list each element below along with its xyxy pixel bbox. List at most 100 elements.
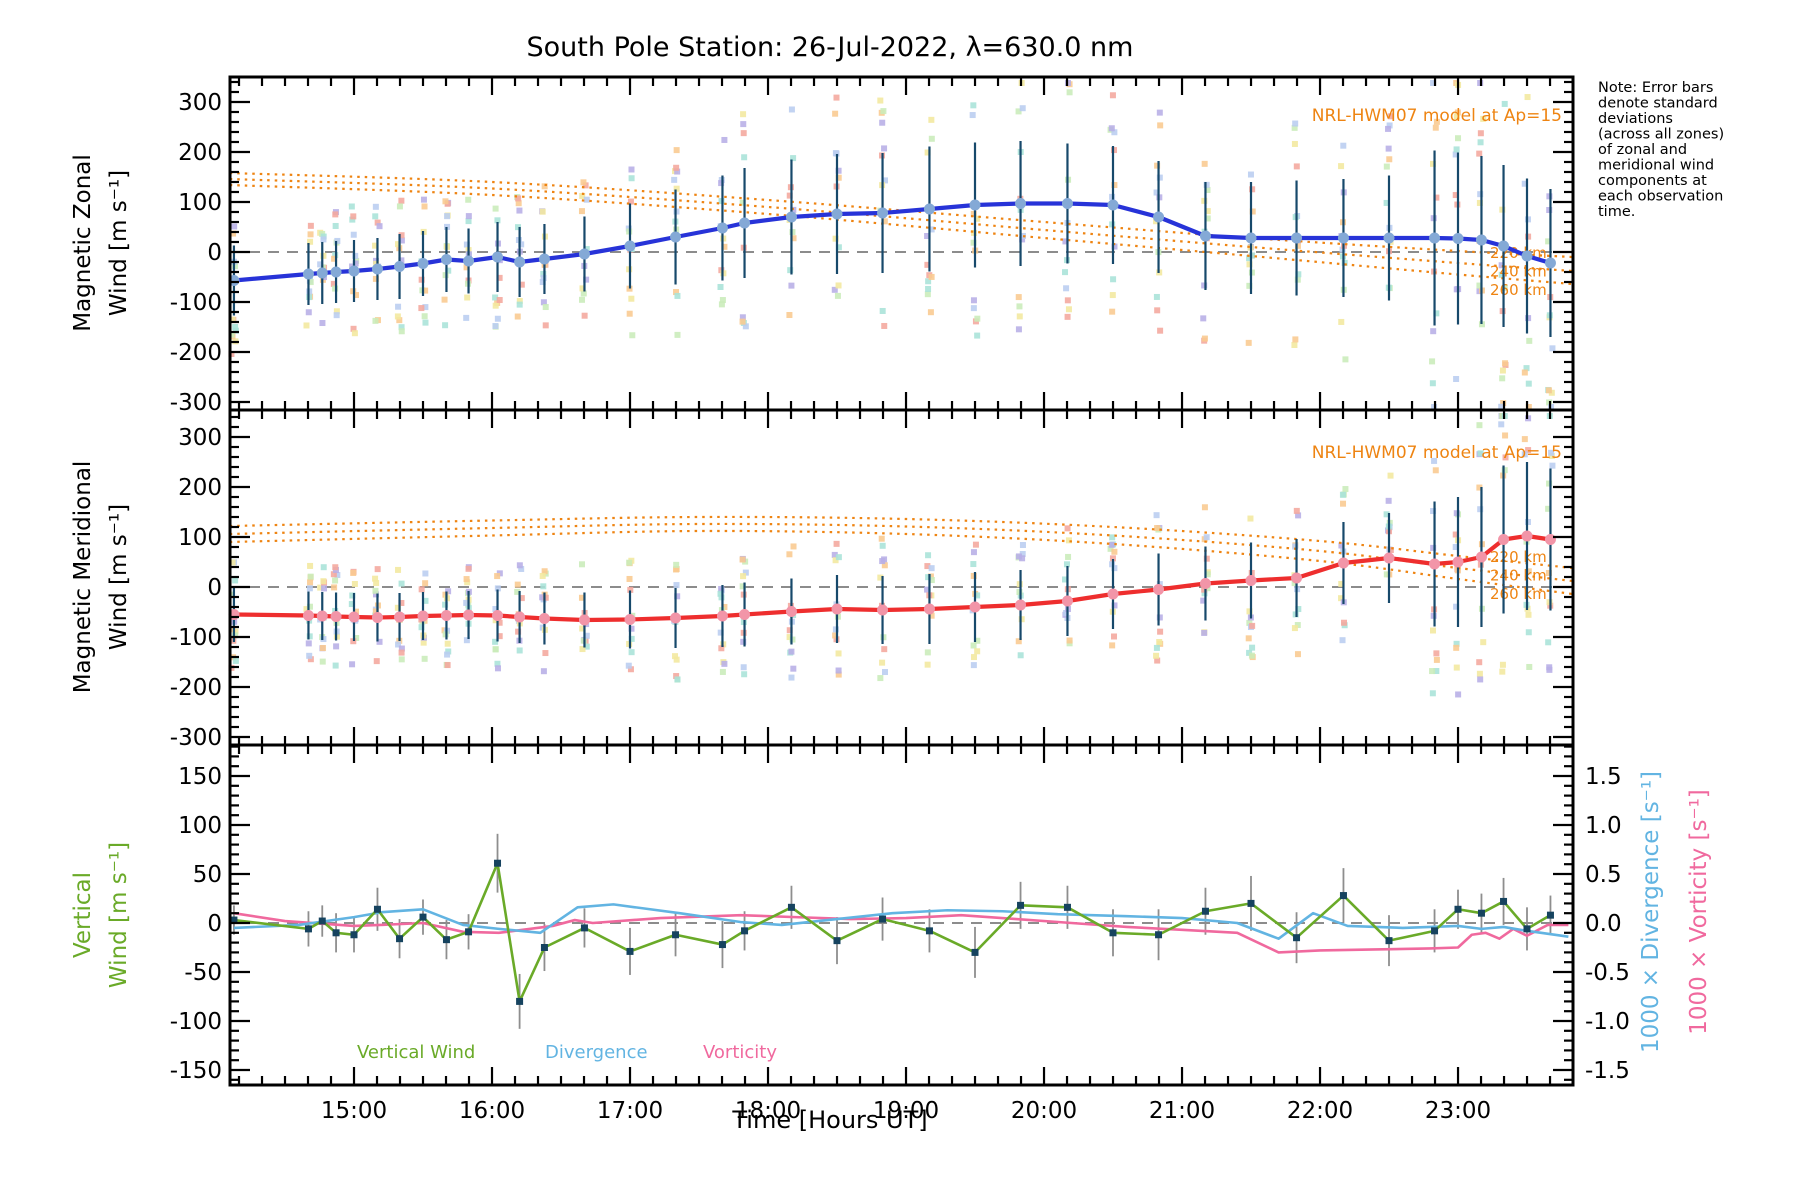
note-line: each observation xyxy=(1598,189,1723,205)
vertical-wind-marker xyxy=(1017,901,1025,909)
note-line: (across all zones) xyxy=(1598,127,1724,143)
x-tick-label: 18:00 xyxy=(735,1098,801,1124)
zone-measurement xyxy=(422,319,429,326)
zone-measurement xyxy=(1201,335,1208,342)
zone-measurement xyxy=(1109,92,1116,99)
zone-measurement xyxy=(721,603,728,610)
data-marker xyxy=(1061,198,1073,209)
zone-measurement xyxy=(1433,118,1440,125)
zone-measurement xyxy=(494,573,501,580)
zone-measurement xyxy=(1062,576,1069,583)
y-tick-label: -300 xyxy=(170,725,222,751)
zone-measurement xyxy=(1107,545,1114,552)
zone-measurement xyxy=(1291,124,1298,131)
zone-measurement xyxy=(1111,548,1118,555)
zone-measurement xyxy=(422,570,429,577)
x-tick-label: 23:00 xyxy=(1425,1098,1491,1124)
zone-measurement xyxy=(1429,690,1436,697)
zone-measurement xyxy=(1154,657,1161,664)
zone-measurement xyxy=(673,561,680,568)
zone-measurement xyxy=(1246,608,1253,615)
zone-measurement xyxy=(317,261,324,268)
zone-measurement xyxy=(229,316,236,323)
zone-measurement xyxy=(228,591,235,598)
zone-measurement xyxy=(1019,542,1026,549)
zone-measurement xyxy=(882,177,889,184)
zone-measurement xyxy=(444,651,451,658)
zone-measurement xyxy=(372,203,379,210)
zone-measurement xyxy=(1065,306,1072,313)
zone-measurement xyxy=(1499,661,1506,668)
zone-measurement xyxy=(626,559,633,566)
zone-measurement xyxy=(579,192,586,199)
zone-measurement xyxy=(928,116,935,123)
data-marker xyxy=(670,612,682,624)
zone-measurement xyxy=(970,102,977,109)
zone-measurement xyxy=(1294,242,1301,249)
zone-measurement xyxy=(1477,191,1484,198)
zone-measurement xyxy=(877,97,884,104)
data-marker xyxy=(1544,257,1556,269)
data-marker xyxy=(1429,558,1441,570)
vertical-wind-marker xyxy=(580,924,588,932)
zone-measurement xyxy=(739,318,746,325)
data-marker xyxy=(1521,250,1533,262)
data-marker xyxy=(1498,534,1510,545)
zone-measurement xyxy=(515,200,522,207)
zone-measurement xyxy=(718,267,725,274)
zone-measurement xyxy=(398,324,405,331)
zone-measurement xyxy=(1295,512,1302,519)
zone-measurement xyxy=(539,572,546,579)
zone-measurement xyxy=(1066,637,1073,644)
zone-measurement xyxy=(1498,262,1505,269)
vertical-wind-marker xyxy=(626,947,634,955)
zone-measurement xyxy=(1431,457,1438,464)
zone-measurement xyxy=(740,573,747,580)
data-marker xyxy=(394,611,406,623)
x-tick-label: 19:00 xyxy=(873,1098,939,1124)
y-tick-label: -150 xyxy=(170,1058,222,1084)
zone-measurement xyxy=(1454,109,1461,116)
zone-measurement xyxy=(348,203,355,210)
right-tick-label: 0.0 xyxy=(1585,911,1622,937)
zone-measurement xyxy=(320,578,327,585)
zone-measurement xyxy=(1153,512,1160,519)
zone-measurement xyxy=(1501,284,1508,291)
zone-measurement xyxy=(674,292,681,299)
zone-measurement xyxy=(307,562,314,569)
zone-measurement xyxy=(307,279,314,286)
zone-measurement xyxy=(496,274,503,281)
zone-measurement xyxy=(835,174,842,181)
zone-measurement xyxy=(717,629,724,636)
zone-measurement xyxy=(1432,124,1439,131)
model-altitude-label: 260 km xyxy=(1490,281,1547,299)
data-marker xyxy=(1452,556,1464,568)
zone-measurement xyxy=(740,664,747,671)
model-curve xyxy=(229,522,1573,583)
zone-measurement xyxy=(441,296,448,303)
zone-measurement xyxy=(1521,436,1528,443)
zone-measurement xyxy=(372,242,379,249)
zone-measurement xyxy=(739,556,746,563)
zone-measurement xyxy=(578,208,585,215)
zone-measurement xyxy=(1545,505,1552,512)
zone-measurement xyxy=(1476,199,1483,206)
zone-measurement xyxy=(790,665,797,672)
x-tick-label: 22:00 xyxy=(1287,1098,1353,1124)
note-text: Note: Error bars denote standard deviation… xyxy=(1598,80,1724,220)
data-marker xyxy=(492,251,504,263)
right-tick-label: 1.0 xyxy=(1585,813,1622,839)
data-marker xyxy=(302,610,314,621)
zone-measurement xyxy=(1430,544,1437,551)
zone-measurement xyxy=(970,642,977,649)
zone-measurement xyxy=(1293,507,1300,514)
data-marker xyxy=(716,222,728,234)
zone-measurement xyxy=(1338,163,1345,170)
zone-measurement xyxy=(1338,542,1345,549)
zone-measurement xyxy=(1523,365,1530,372)
zone-measurement xyxy=(835,650,842,657)
zone-measurement xyxy=(1525,629,1532,636)
zone-measurement xyxy=(673,566,680,573)
zone-measurement xyxy=(306,652,313,659)
zone-measurement xyxy=(1383,571,1390,578)
